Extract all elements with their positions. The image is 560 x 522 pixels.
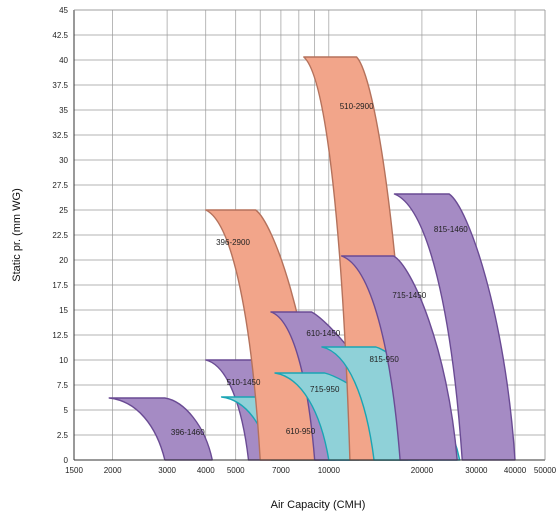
y-tick-label: 2.5 <box>57 431 69 440</box>
y-tick-label: 35 <box>59 106 68 115</box>
x-tick-label: 30000 <box>465 466 488 475</box>
y-tick-label: 15 <box>59 306 68 315</box>
y-tick-label: 10 <box>59 356 68 365</box>
y-tick-label: 25 <box>59 206 68 215</box>
series-label-510-2900: 510-2900 <box>340 102 374 111</box>
x-tick-label: 20000 <box>411 466 434 475</box>
series-areas <box>108 56 516 461</box>
series-label-815-950: 815-950 <box>369 355 399 364</box>
x-tick-label: 4000 <box>197 466 215 475</box>
y-tick-label: 37.5 <box>52 81 68 90</box>
series-label-715-950: 715-950 <box>310 385 340 394</box>
series-label-510-1450: 510-1450 <box>227 378 261 387</box>
y-tick-label: 20 <box>59 256 68 265</box>
y-tick-label: 5 <box>64 406 69 415</box>
series-labels: 396-1460 510-1450 610-950 396-2900 610-1450 7… <box>171 102 468 437</box>
y-tick-label: 45 <box>59 6 68 15</box>
series-label-610-950: 610-950 <box>286 427 316 436</box>
x-tick-label: 40000 <box>504 466 527 475</box>
y-tick-label: 32.5 <box>52 131 68 140</box>
x-tick-label: 1500 <box>65 466 83 475</box>
x-tick-label: 7000 <box>272 466 290 475</box>
y-tick-label: 40 <box>59 56 68 65</box>
y-tick-label: 30 <box>59 156 68 165</box>
x-axis-title: Air Capacity (CMH) <box>271 499 366 511</box>
y-tick-label: 7.5 <box>57 381 69 390</box>
y-tick-label: 0 <box>64 456 69 465</box>
series-label-396-2900: 396-2900 <box>216 238 250 247</box>
y-tick-label: 42.5 <box>52 31 68 40</box>
x-tick-label: 3000 <box>158 466 176 475</box>
y-tick-label: 27.5 <box>52 181 68 190</box>
x-tick-label: 10000 <box>318 466 341 475</box>
axes: 0 2.5 5 7.5 10 12.5 15 17.5 20 22.5 25 27.5 30 32.5 35… <box>52 6 556 475</box>
y-axis-title: Static pr. (mm WG) <box>11 188 23 282</box>
series-label-610-1450: 610-1450 <box>306 329 340 338</box>
x-tick-label: 5000 <box>227 466 245 475</box>
x-tick-label: 50000 <box>534 466 557 475</box>
series-label-396-1460: 396-1460 <box>171 428 205 437</box>
series-label-715-1450: 715-1450 <box>392 291 426 300</box>
series-label-815-1460: 815-1460 <box>434 225 468 234</box>
x-tick-label: 2000 <box>104 466 122 475</box>
y-tick-label: 17.5 <box>52 281 68 290</box>
y-tick-label: 22.5 <box>52 231 68 240</box>
y-tick-label: 12.5 <box>52 331 68 340</box>
